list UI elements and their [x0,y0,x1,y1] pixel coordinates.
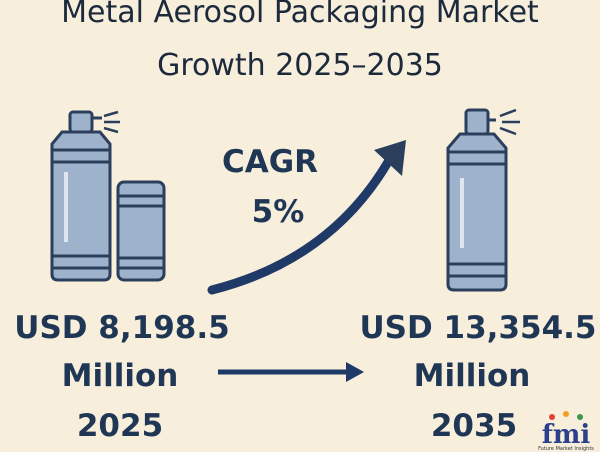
start-year: 2025 [77,408,163,444]
cagr-value: 5% [252,194,305,230]
end-amount: USD 13,354.5 [360,310,597,346]
left-cans [50,110,166,282]
logo-name: fmi [542,420,591,450]
right-can [446,108,520,292]
end-unit: Million [414,358,531,394]
end-year: 2035 [431,408,517,444]
growth-arrow [207,140,406,295]
start-unit: Million [62,358,179,394]
title-line1: Metal Aerosol Packaging Market [61,0,539,30]
logo: fmi Future Market Insights [538,411,594,452]
title-line2: Growth 2025–2035 [157,48,443,83]
cagr-label: CAGR [222,144,318,180]
start-amount: USD 8,198.5 [14,310,229,346]
timeline-arrow [218,362,364,382]
logo-tagline: Future Market Insights [538,446,594,452]
